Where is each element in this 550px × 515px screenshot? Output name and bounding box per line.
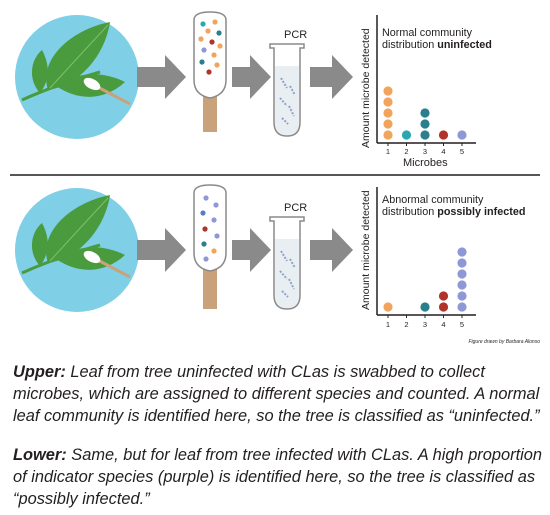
arrow-icon	[137, 228, 186, 272]
data-point-microbe-1	[383, 97, 393, 107]
arrow-icon	[137, 55, 186, 99]
lower-panel: PCR Amount microbe detected Abnormal com…	[15, 184, 525, 329]
chart-title: Abnormal community	[382, 194, 484, 206]
swab-sample	[193, 184, 227, 309]
data-point-microbe-5	[457, 280, 467, 290]
arrow-icon	[232, 55, 271, 99]
pcr-test-tube	[269, 216, 305, 310]
caption-lower: Lower: Same, but for leaf from tree infe…	[13, 444, 543, 510]
data-point-microbe-3	[420, 119, 430, 129]
leaf-swab-illustration	[15, 188, 139, 312]
x-axis-label: Microbes	[403, 157, 448, 169]
y-axis-label: Amount microbe detected	[360, 28, 372, 148]
data-point-microbe-3	[420, 302, 430, 312]
x-tick-label: 3	[423, 320, 427, 329]
leaf-icon	[31, 223, 48, 266]
swab-head	[193, 184, 227, 272]
chart-title: distribution uninfected	[382, 39, 492, 51]
x-tick-label: 4	[441, 320, 445, 329]
dna-strands	[279, 250, 296, 298]
chart-title-bold: uninfected	[437, 39, 492, 51]
data-point-microbe-4	[438, 291, 449, 301]
caption-lower-label: Lower:	[13, 446, 67, 464]
caption-upper-text: Leaf from tree uninfected with CLas is s…	[13, 363, 540, 425]
x-tick-label: 2	[404, 320, 408, 329]
leaf-icon	[46, 22, 110, 90]
diagram-figure: PCR Amount microbe detected Normal commu…	[10, 11, 540, 345]
microbe-dots	[200, 195, 220, 262]
leaf-vein	[49, 24, 109, 89]
chart-title-plain: distribution	[382, 39, 437, 51]
chart-title-bold: possibly infected	[437, 206, 525, 218]
x-tick-label: 4	[441, 147, 445, 156]
swab-handle	[203, 265, 217, 309]
figure-credit: Figure drawn by Barbara Alonso	[468, 339, 540, 345]
data-point-microbe-4	[438, 302, 449, 312]
chart-title-plain: distribution	[382, 206, 437, 218]
chart-marks	[383, 247, 467, 312]
data-point-microbe-1	[383, 302, 393, 312]
x-tick-labels: 1 2 3 4 5	[386, 315, 464, 329]
x-tick-label: 1	[386, 147, 390, 156]
data-point-microbe-5	[457, 269, 467, 279]
arrow-icon	[232, 228, 271, 272]
arrow-icon	[310, 228, 353, 272]
x-tick-label: 5	[460, 320, 464, 329]
pcr-label: PCR	[284, 29, 307, 41]
data-point-microbe-4	[438, 130, 449, 140]
swab-sample	[193, 11, 227, 132]
pcr-test-tube	[269, 43, 305, 137]
dna-strands	[279, 77, 296, 125]
data-point-microbe-5	[457, 130, 467, 140]
chart-marks	[383, 86, 467, 140]
data-point-microbe-5	[457, 247, 467, 257]
x-tick-label: 2	[404, 147, 408, 156]
leaf-icon	[46, 195, 110, 263]
caption-upper-label: Upper:	[13, 363, 66, 381]
arrow-icon	[310, 55, 353, 99]
data-point-microbe-5	[457, 291, 467, 301]
swab-head	[193, 11, 227, 99]
data-point-microbe-1	[383, 119, 393, 129]
leaf-vein	[49, 197, 109, 262]
x-tick-label: 1	[386, 320, 390, 329]
caption-lower-text: Same, but for leaf from tree infected wi…	[13, 446, 542, 508]
data-point-microbe-2	[401, 130, 412, 140]
data-point-microbe-5	[457, 302, 467, 312]
chart-title: Normal community	[382, 27, 473, 39]
chart-upper: Amount microbe detected Normal community…	[360, 15, 492, 169]
leaf-icon	[31, 50, 48, 93]
x-tick-label: 5	[460, 147, 464, 156]
data-point-microbe-3	[420, 130, 430, 140]
pcr-label: PCR	[284, 202, 307, 214]
caption-upper: Upper: Leaf from tree uninfected with CL…	[13, 361, 543, 427]
data-point-microbe-5	[457, 258, 467, 268]
y-axis-label: Amount microbe detected	[360, 190, 372, 310]
chart-lower: Amount microbe detected Abnormal communi…	[360, 187, 525, 329]
data-point-microbe-1	[383, 108, 393, 118]
x-tick-labels: 1 2 3 4 5	[386, 143, 464, 156]
upper-panel: PCR Amount microbe detected Normal commu…	[15, 11, 492, 169]
swab-tip	[83, 250, 101, 264]
chart-title: distribution possibly infected	[382, 206, 525, 218]
microbe-dots	[198, 19, 223, 75]
data-point-microbe-3	[420, 108, 430, 118]
swab-handle	[203, 92, 217, 132]
swab-tip	[83, 77, 101, 91]
data-point-microbe-1	[383, 86, 393, 96]
leaf-swab-illustration	[15, 15, 139, 139]
data-point-microbe-1	[383, 130, 393, 140]
x-tick-label: 3	[423, 147, 427, 156]
